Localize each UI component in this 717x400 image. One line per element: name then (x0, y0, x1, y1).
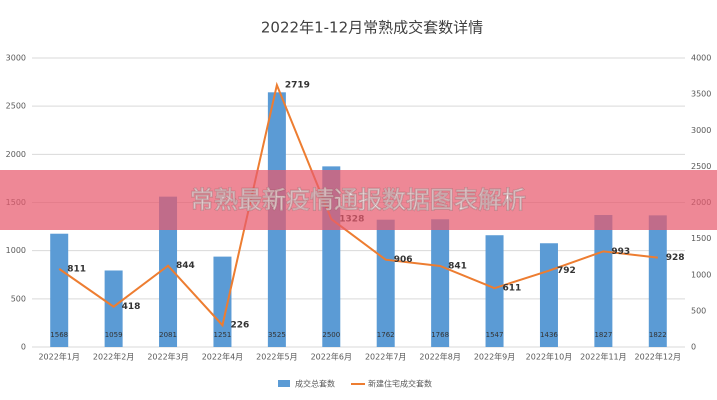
y2-tick-label: 2500 (691, 162, 711, 171)
x-tick-label: 2022年5月 (256, 352, 297, 362)
legend-label: 成交总套数 (295, 379, 335, 389)
y2-tick-label: 1000 (691, 270, 711, 279)
bar (213, 256, 232, 347)
y2-tick-label: 3500 (691, 90, 711, 99)
bar (648, 215, 667, 347)
bar-value-label: 1827 (594, 331, 612, 339)
bar-value-label: 3525 (268, 331, 286, 339)
line-value-label: 811 (67, 264, 86, 274)
bar-value-label: 1436 (540, 331, 558, 339)
bar (485, 235, 504, 347)
x-tick-label: 2022年3月 (147, 352, 188, 362)
line-value-label: 226 (230, 321, 249, 331)
legend-label: 新建住宅成交套数 (368, 379, 432, 389)
line (58, 81, 658, 328)
x-tick-label: 2022年10月 (526, 352, 573, 362)
x-tick-label: 2022年6月 (311, 352, 352, 362)
bar (376, 219, 395, 347)
line-value-label: 2719 (285, 81, 310, 91)
bar (159, 196, 178, 347)
bar-value-label: 1059 (105, 331, 123, 339)
y-tick-label: 2500 (6, 102, 26, 111)
y-tick-label: 0 (21, 343, 26, 352)
line-value-label: 792 (557, 266, 576, 276)
line-value-label: 611 (503, 284, 522, 294)
chart-title: 2022年1-12月常熟成交套数详情 (261, 19, 483, 37)
x-tick-label: 2022年12月 (635, 352, 682, 362)
line-value-label: 906 (394, 255, 413, 265)
bar (50, 233, 69, 347)
x-tick-label: 2022年9月 (474, 352, 515, 362)
y2-tick-label: 3000 (691, 126, 711, 135)
bar (431, 219, 450, 347)
x-tick-label: 2022年8月 (419, 352, 460, 362)
line-value-label: 993 (611, 247, 630, 257)
banner-text: 常熟最新疫情通报数据图表解析 (190, 186, 526, 214)
legend-swatch (278, 380, 290, 387)
y-tick-label: 2000 (6, 150, 26, 159)
bar (104, 270, 123, 347)
y2-tick-label: 1500 (691, 234, 711, 243)
x-tick-label: 2022年11月 (580, 352, 627, 362)
y-tick-label: 1000 (6, 246, 26, 255)
bar-value-label: 1822 (649, 331, 667, 339)
line-value-label: 928 (666, 253, 685, 263)
line-value-label: 844 (176, 261, 195, 271)
bar-value-label: 1251 (214, 331, 232, 339)
line-value-label: 841 (448, 261, 467, 271)
y-tick-label: 3000 (6, 54, 26, 63)
line-value-label: 418 (122, 302, 141, 312)
bar (594, 214, 613, 347)
x-tick-label: 2022年7月 (365, 352, 406, 362)
x-tick-label: 2022年4月 (202, 352, 243, 362)
bar-value-label: 2500 (322, 331, 340, 339)
y2-tick-label: 4000 (691, 54, 711, 63)
bar-value-label: 1547 (486, 331, 504, 339)
banner (0, 170, 717, 230)
y2-tick-label: 0 (691, 343, 696, 352)
x-tick-label: 2022年2月 (93, 352, 134, 362)
y2-tick-label: 500 (691, 306, 706, 315)
x-tick-label: 2022年1月 (38, 352, 79, 362)
bar-value-label: 1762 (377, 331, 395, 339)
bar-value-label: 1568 (50, 331, 68, 339)
bar-value-label: 1768 (431, 331, 449, 339)
y-tick-label: 500 (11, 294, 26, 303)
bar-value-label: 2081 (159, 331, 177, 339)
